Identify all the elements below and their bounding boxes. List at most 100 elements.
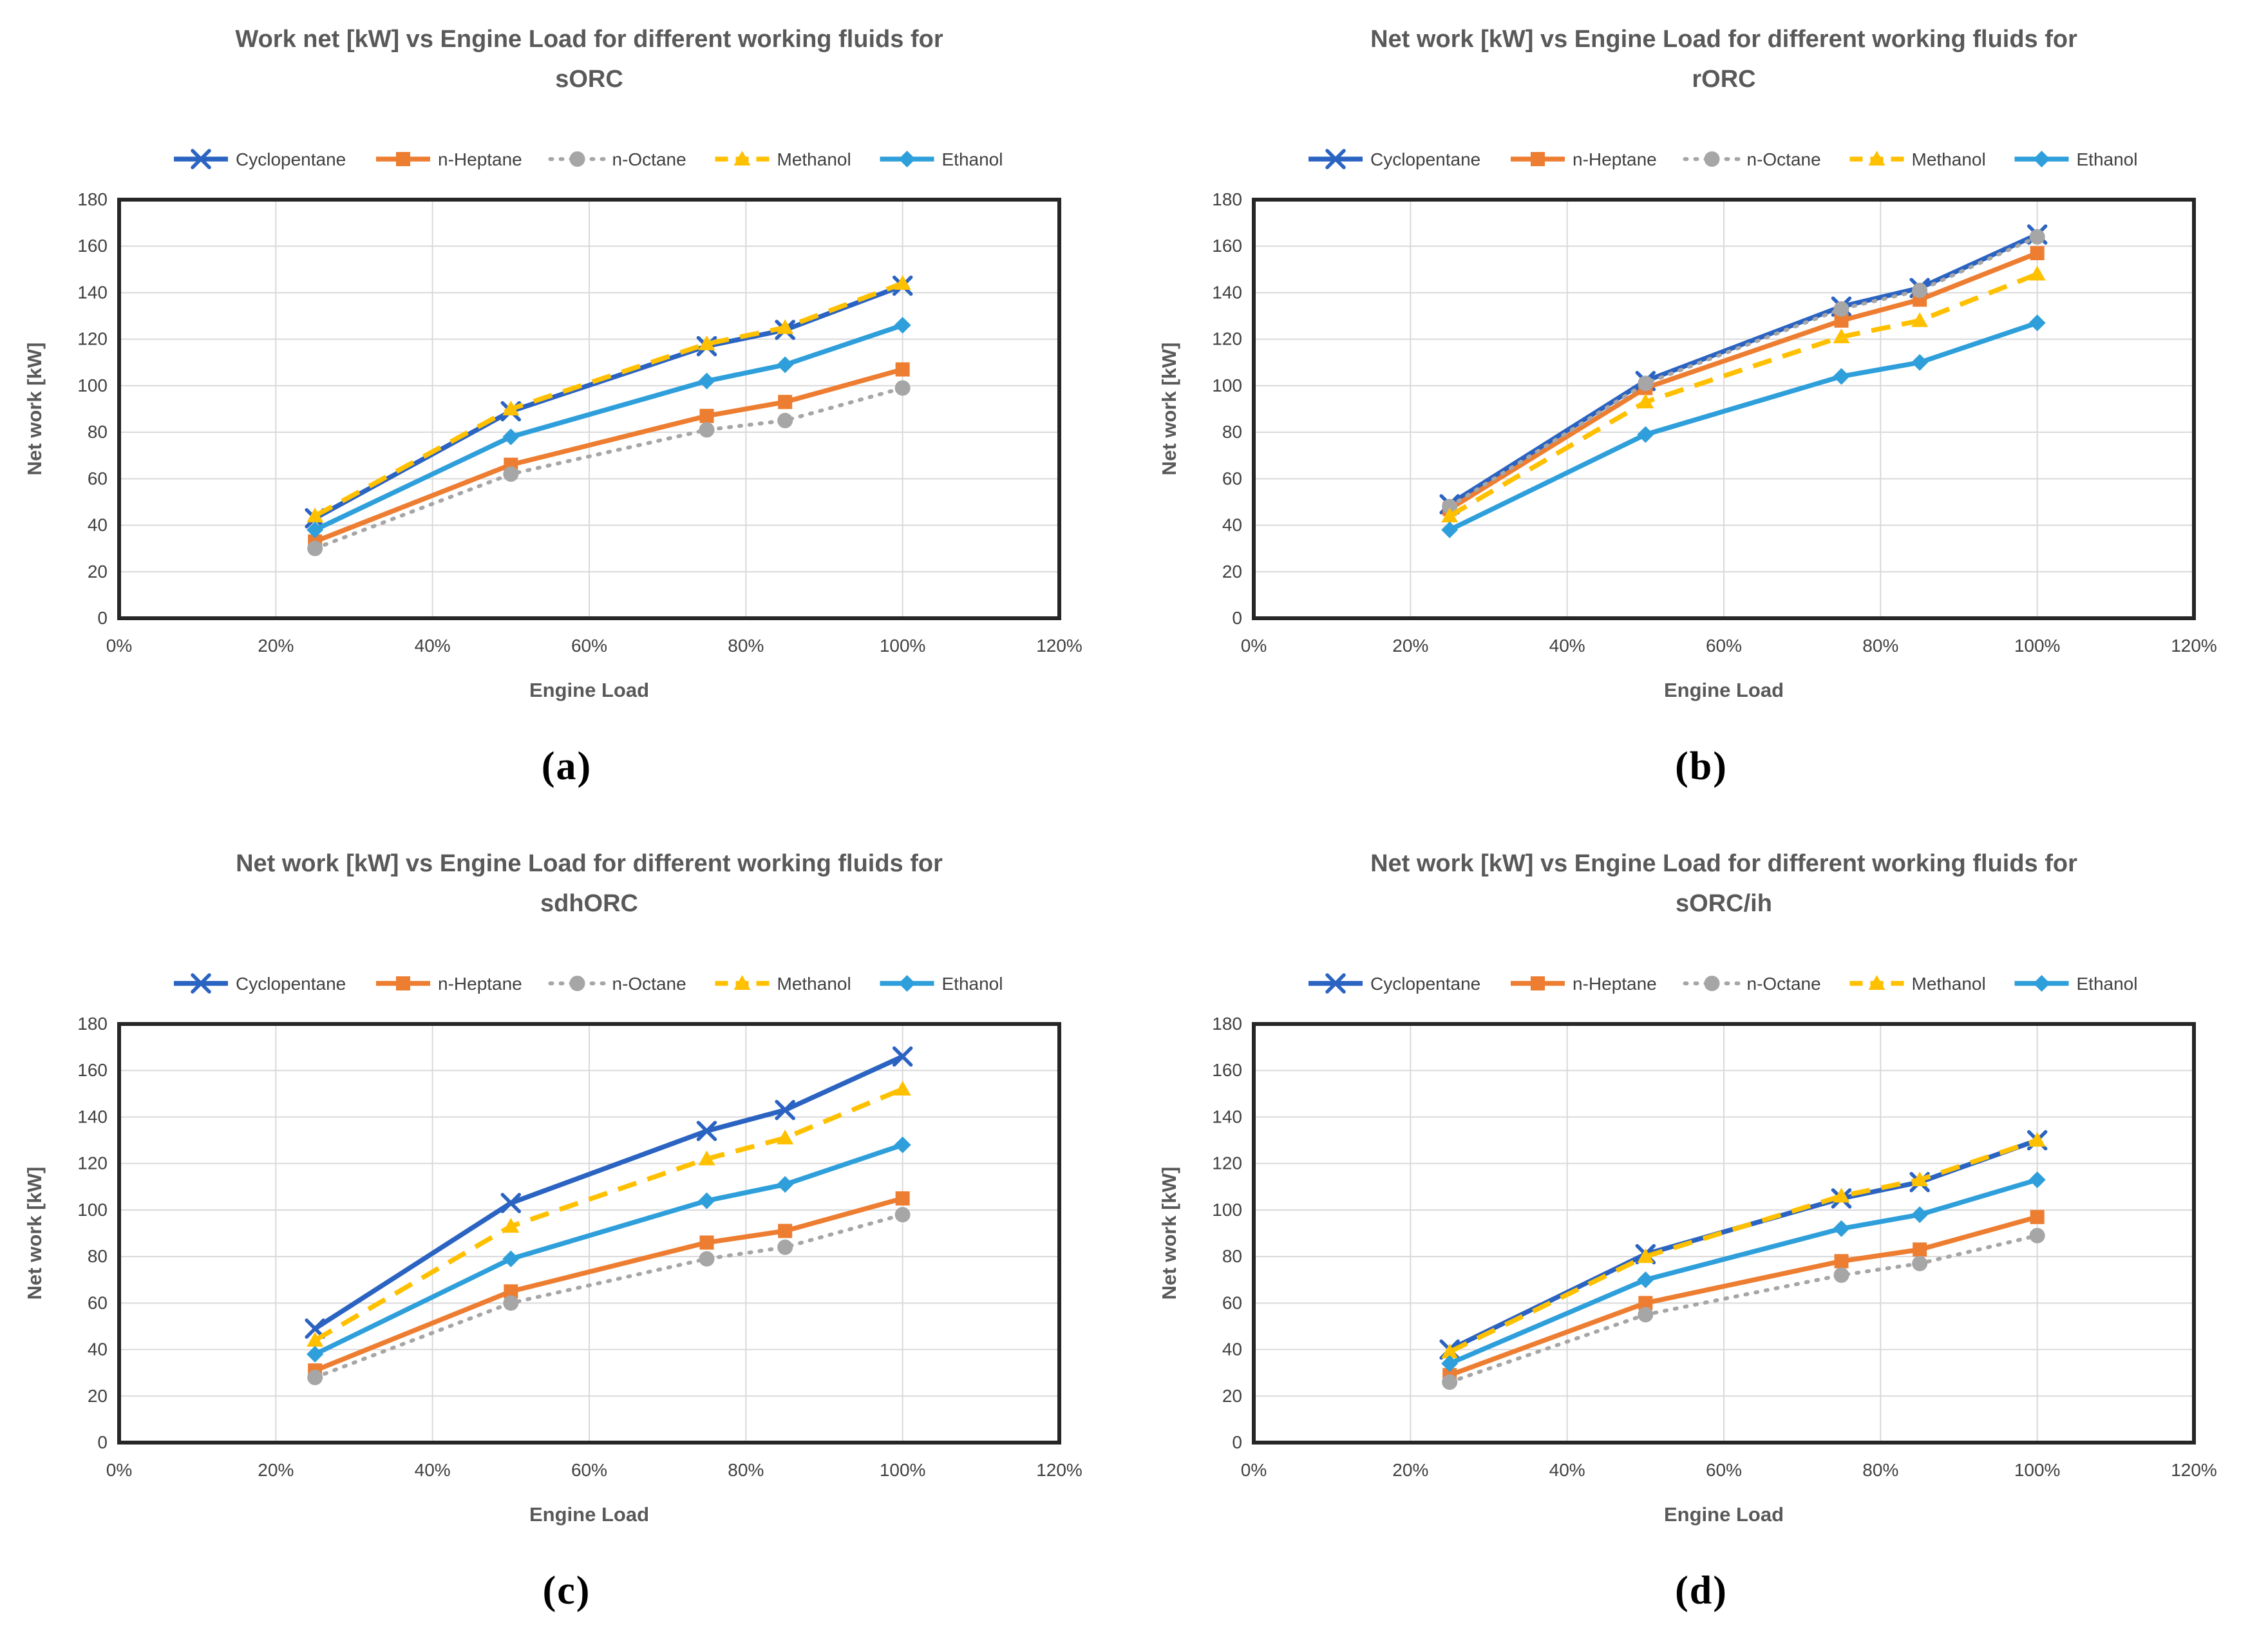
series-n-heptane bbox=[308, 362, 910, 549]
chart-panel-d: Net work [kW] vs Engine Load for differe… bbox=[1148, 834, 2255, 1614]
svg-text:n-Octane: n-Octane bbox=[612, 149, 686, 169]
chart-b-canvas: Net work [kW] vs Engine Load for differe… bbox=[1148, 10, 2255, 737]
svg-text:160: 160 bbox=[77, 1060, 108, 1080]
x-axis-title: Engine Load bbox=[529, 679, 649, 701]
series-n-octane bbox=[1442, 1227, 2045, 1390]
svg-text:60%: 60% bbox=[1706, 1460, 1742, 1480]
panel-label-a: (a) bbox=[541, 744, 592, 788]
svg-text:Net work [kW] vs Engine Load f: Net work [kW] vs Engine Load for differe… bbox=[236, 850, 943, 877]
series-ethanol bbox=[1441, 1171, 2046, 1372]
svg-text:40%: 40% bbox=[415, 1460, 451, 1480]
svg-text:0: 0 bbox=[1232, 1432, 1242, 1452]
svg-text:Net work [kW] vs Engine Load f: Net work [kW] vs Engine Load for differe… bbox=[1370, 850, 2077, 877]
svg-text:120: 120 bbox=[1212, 329, 1242, 349]
chart-title: Net work [kW] vs Engine Load for differe… bbox=[1370, 26, 2077, 93]
chart-title: Work net [kW] vs Engine Load for differe… bbox=[235, 26, 943, 93]
series-methanol bbox=[307, 1081, 911, 1347]
chart-title: Net work [kW] vs Engine Load for differe… bbox=[1370, 850, 2077, 917]
svg-text:60: 60 bbox=[88, 468, 108, 488]
svg-text:sORC/ih: sORC/ih bbox=[1676, 890, 1772, 917]
svg-text:60: 60 bbox=[1222, 468, 1242, 488]
legend-item-methanol: Methanol bbox=[1849, 974, 1986, 994]
svg-text:Net work [kW] vs Engine Load f: Net work [kW] vs Engine Load for differe… bbox=[1370, 26, 2077, 53]
plot-border bbox=[1252, 1022, 2196, 1445]
chart-a-canvas: Work net [kW] vs Engine Load for differe… bbox=[13, 10, 1120, 737]
legend-item-cyclopentane: Cyclopentane bbox=[1309, 149, 1480, 169]
svg-text:Cyclopentane: Cyclopentane bbox=[236, 974, 346, 994]
svg-text:120%: 120% bbox=[1036, 1460, 1082, 1480]
svg-text:Cyclopentane: Cyclopentane bbox=[1370, 149, 1480, 169]
svg-text:20: 20 bbox=[1222, 562, 1242, 582]
svg-text:80%: 80% bbox=[1862, 636, 1898, 656]
legend-item-n-heptane: n-Heptane bbox=[376, 974, 522, 994]
legend-item-n-octane: n-Octane bbox=[1683, 149, 1821, 169]
x-axis-title: Engine Load bbox=[1664, 1503, 1784, 1526]
svg-text:0%: 0% bbox=[106, 636, 132, 656]
legend-item-methanol: Methanol bbox=[715, 974, 851, 994]
series-cyclopentane bbox=[305, 1046, 913, 1339]
svg-text:180: 180 bbox=[77, 1014, 108, 1034]
svg-text:n-Octane: n-Octane bbox=[612, 974, 686, 994]
legend: Cyclopentane n-Heptane n-Octane Methanol Eth… bbox=[174, 149, 1003, 169]
svg-text:160: 160 bbox=[1212, 236, 1242, 256]
svg-text:40%: 40% bbox=[415, 636, 451, 656]
plot-border bbox=[117, 198, 1061, 620]
svg-text:Ethanol: Ethanol bbox=[942, 974, 1003, 994]
series-n-heptane bbox=[1442, 246, 2045, 516]
legend-item-methanol: Methanol bbox=[715, 149, 851, 169]
chart-panel-a: Work net [kW] vs Engine Load for differe… bbox=[13, 10, 1120, 790]
svg-text:Ethanol: Ethanol bbox=[2077, 149, 2138, 169]
svg-text:100%: 100% bbox=[880, 636, 926, 656]
svg-text:140: 140 bbox=[1212, 1106, 1242, 1126]
svg-text:0: 0 bbox=[97, 608, 108, 628]
svg-text:40%: 40% bbox=[1549, 636, 1585, 656]
svg-text:20: 20 bbox=[88, 562, 108, 582]
series-methanol bbox=[1441, 265, 2046, 523]
svg-text:Ethanol: Ethanol bbox=[942, 149, 1003, 169]
svg-text:40%: 40% bbox=[1549, 1460, 1585, 1480]
svg-text:120%: 120% bbox=[2171, 1460, 2217, 1480]
svg-text:20: 20 bbox=[88, 1386, 108, 1406]
gridlines bbox=[118, 199, 1060, 619]
svg-text:180: 180 bbox=[77, 189, 108, 209]
svg-text:140: 140 bbox=[1212, 282, 1242, 302]
y-axis-title: Net work [kW] bbox=[1158, 1167, 1180, 1300]
svg-text:120%: 120% bbox=[1036, 636, 1082, 656]
plot-border bbox=[117, 1022, 1061, 1445]
legend-item-cyclopentane: Cyclopentane bbox=[1309, 973, 1480, 994]
svg-text:Methanol: Methanol bbox=[1912, 974, 1986, 994]
y-axis-ticks: 0 20 40 60 80 100 120 140 160 180 bbox=[1212, 189, 1242, 628]
legend-item-ethanol: Ethanol bbox=[2014, 149, 2138, 169]
legend-item-ethanol: Ethanol bbox=[2014, 974, 2138, 994]
svg-text:Work net [kW] vs Engine Load f: Work net [kW] vs Engine Load for differe… bbox=[235, 26, 943, 53]
svg-text:n-Heptane: n-Heptane bbox=[1573, 149, 1657, 169]
panel-label-c: (c) bbox=[542, 1569, 591, 1613]
svg-text:140: 140 bbox=[77, 1106, 108, 1126]
legend-item-cyclopentane: Cyclopentane bbox=[174, 973, 346, 994]
legend-item-ethanol: Ethanol bbox=[880, 974, 1003, 994]
svg-text:100: 100 bbox=[77, 375, 108, 395]
legend-item-n-heptane: n-Heptane bbox=[1511, 149, 1657, 169]
svg-text:0: 0 bbox=[1232, 608, 1242, 628]
legend-item-n-octane: n-Octane bbox=[548, 974, 686, 994]
svg-text:Ethanol: Ethanol bbox=[2077, 974, 2138, 994]
chart-panel-b: Net work [kW] vs Engine Load for differe… bbox=[1148, 10, 2255, 790]
svg-text:0: 0 bbox=[97, 1432, 108, 1452]
x-axis-ticks: 0% 20% 40% 60% 80% 100% 120% bbox=[106, 636, 1082, 656]
series-ethanol bbox=[307, 317, 911, 538]
svg-text:80%: 80% bbox=[728, 1460, 764, 1480]
svg-text:120: 120 bbox=[77, 329, 108, 349]
legend-item-n-octane: n-Octane bbox=[1683, 974, 1821, 994]
legend: Cyclopentane n-Heptane n-Octane Methanol Eth… bbox=[174, 973, 1003, 994]
svg-text:n-Octane: n-Octane bbox=[1747, 974, 1821, 994]
svg-text:80%: 80% bbox=[728, 636, 764, 656]
svg-text:n-Octane: n-Octane bbox=[1747, 149, 1821, 169]
plot-border bbox=[1252, 198, 2196, 620]
svg-text:20%: 20% bbox=[1392, 1460, 1428, 1480]
series-ethanol bbox=[307, 1136, 911, 1363]
svg-text:180: 180 bbox=[1212, 1014, 1242, 1034]
legend-item-n-heptane: n-Heptane bbox=[1511, 974, 1657, 994]
svg-text:180: 180 bbox=[1212, 189, 1242, 209]
svg-text:60: 60 bbox=[1222, 1293, 1242, 1312]
svg-text:Methanol: Methanol bbox=[1912, 149, 1986, 169]
